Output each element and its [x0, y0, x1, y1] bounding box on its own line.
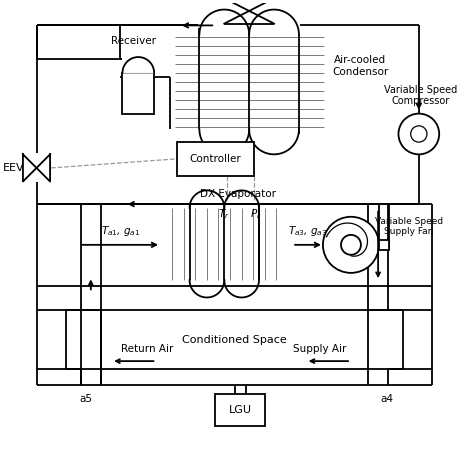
Bar [379, 240, 389, 250]
Text: Controller: Controller [189, 154, 241, 164]
Text: Air-cooled
Condensor: Air-cooled Condensor [332, 55, 388, 77]
Text: Conditioned Space: Conditioned Space [182, 335, 287, 345]
Text: a4: a4 [381, 394, 394, 403]
Text: $P_r$: $P_r$ [250, 207, 262, 221]
Text: Supply Air: Supply Air [292, 344, 346, 354]
Circle shape [399, 114, 439, 154]
Text: Receiver: Receiver [111, 36, 156, 46]
Text: EEV: EEV [3, 163, 25, 173]
Bar [215, 394, 265, 426]
Text: DX Evaporator: DX Evaporator [200, 189, 276, 199]
Polygon shape [36, 154, 50, 181]
Text: a5: a5 [80, 394, 93, 403]
Polygon shape [122, 57, 154, 73]
Text: LGU: LGU [228, 405, 252, 415]
Text: Return Air: Return Air [121, 344, 173, 354]
Bar [122, 73, 154, 114]
Polygon shape [23, 154, 36, 181]
Text: Variable Speed
Compressor: Variable Speed Compressor [384, 85, 458, 106]
Text: $T_{a3}$, $g_{a3}$: $T_{a3}$, $g_{a3}$ [288, 224, 328, 238]
Text: $T_{a1}$, $g_{a1}$: $T_{a1}$, $g_{a1}$ [100, 224, 140, 238]
Bar [177, 142, 254, 176]
Text: Variable Speed
Supply Fan: Variable Speed Supply Fan [375, 217, 443, 236]
Circle shape [323, 217, 379, 273]
Text: $T_r$: $T_r$ [219, 207, 230, 221]
